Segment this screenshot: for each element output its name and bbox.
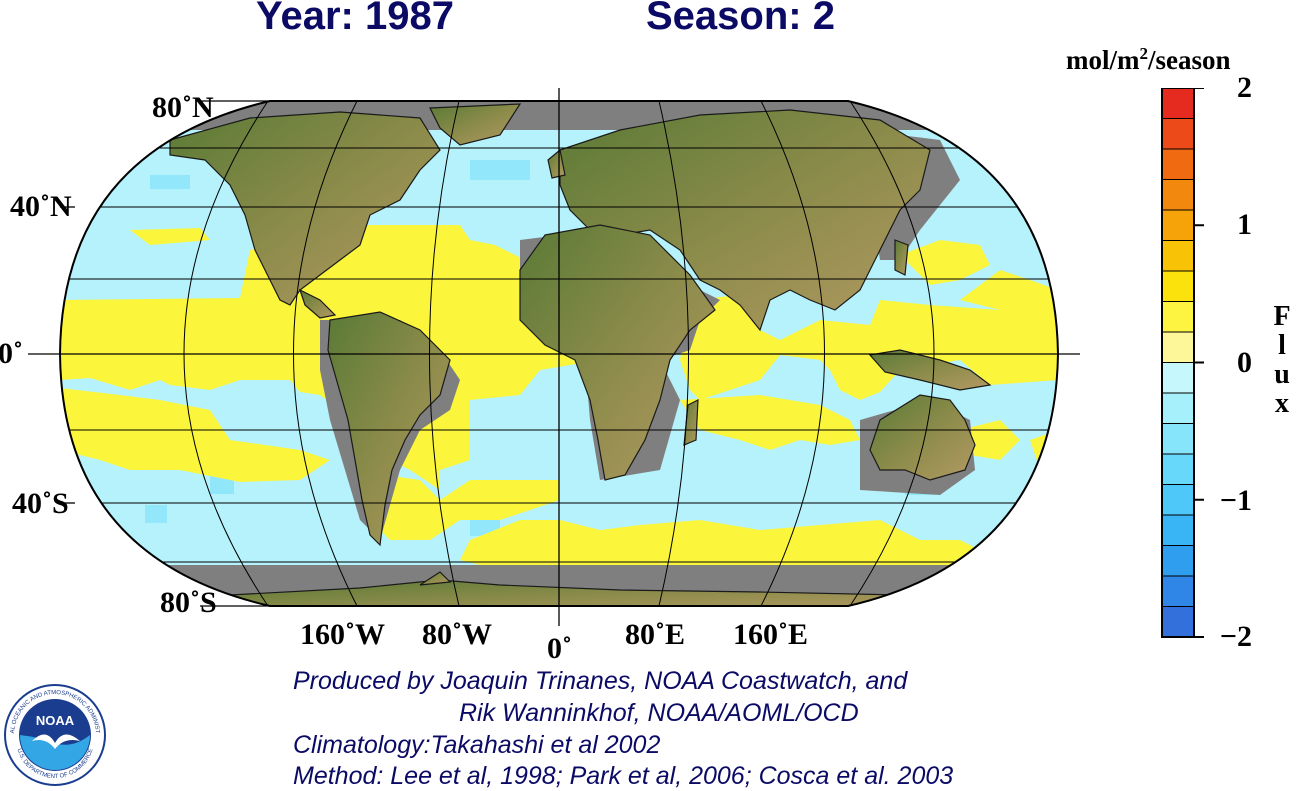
lat-label-40s: 40˚S: [12, 487, 69, 520]
indonesia: [868, 349, 992, 391]
colorbar-tick-2: 2: [1237, 71, 1252, 104]
africa: [519, 224, 716, 481]
colorbar: [1161, 88, 1204, 638]
colorbar-segment: [1161, 514, 1195, 546]
credit-line-1: Produced by Joaquin Trinanes, NOAA Coast…: [293, 667, 908, 695]
colorbar-frame: [1161, 88, 1195, 638]
map-outline: [58, 100, 1060, 607]
colorbar-label-letter: l: [1278, 330, 1286, 361]
colorbar-tick-neg2: −2: [1219, 620, 1252, 653]
colorbar-segment: [1161, 575, 1195, 607]
south-america: [327, 311, 451, 547]
lon-label-0: 0˚: [547, 632, 572, 665]
colorbar-label-letter: F: [1273, 301, 1291, 332]
lon-label-80w: 80˚W: [422, 618, 492, 651]
colorbar-segment: [1161, 209, 1195, 241]
title-year: Year: 1987: [256, 0, 454, 38]
noaa-logo-text: NOAA: [36, 713, 75, 728]
colorbar-segment: [1161, 606, 1195, 638]
central-america: [298, 288, 337, 319]
colorbar-segment: [1161, 331, 1195, 363]
greenland: [429, 103, 522, 146]
colorbar-label-letter: u: [1274, 359, 1290, 390]
title-season: Season: 2: [646, 0, 835, 38]
credit-line-3: Climatology:Takahashi et al 2002: [293, 731, 661, 759]
lon-label-160w: 160˚W: [300, 618, 385, 651]
credit-line-4: Method: Lee et al, 1998; Park et al, 200…: [293, 762, 954, 790]
colorbar-segment: [1161, 148, 1195, 180]
colorbar-segment: [1161, 392, 1195, 424]
colorbar-tick-0: 0: [1237, 346, 1252, 379]
credit-line-2: Rik Wanninkhof, NOAA/AOML/OCD: [459, 699, 859, 727]
colorbar-unit: mol/m2/season: [1066, 44, 1231, 75]
lat-label-80s: 80˚S: [160, 586, 217, 619]
lat-label-80n: 80˚N: [152, 91, 214, 124]
colorbar-segment: [1161, 301, 1195, 333]
colorbar-segment: [1161, 270, 1195, 302]
colorbar-segment: [1161, 484, 1195, 516]
north-america: [169, 111, 441, 306]
colorbar-label-letter: x: [1275, 388, 1289, 419]
colorbar-segment: [1161, 88, 1195, 119]
colorbar-segment: [1161, 453, 1195, 485]
land-masses: [169, 103, 992, 606]
antarctica: [229, 579, 901, 606]
australia: [869, 394, 976, 481]
noaa-logo: NOAA NATIONAL OCEANIC AND ATMOSPHERIC AD…: [2, 683, 106, 786]
uk: [547, 148, 566, 179]
japan: [894, 239, 909, 276]
lon-label-160e: 160˚E: [733, 618, 808, 651]
lat-label-0: 0˚: [0, 337, 23, 370]
colorbar-segment: [1161, 423, 1195, 455]
colorbar-tick-neg1: −1: [1219, 484, 1252, 517]
antarctic-peninsula: [419, 571, 452, 586]
colorbar-segment: [1161, 118, 1195, 150]
colorbar-segment: [1161, 179, 1195, 211]
lat-label-40n: 40˚N: [10, 190, 72, 223]
colorbar-segment: [1161, 545, 1195, 577]
colorbar-segment: [1161, 362, 1195, 394]
colorbar-segment: [1161, 240, 1195, 272]
colorbar-tick-1: 1: [1237, 208, 1252, 241]
lon-label-80e: 80˚E: [625, 618, 685, 651]
